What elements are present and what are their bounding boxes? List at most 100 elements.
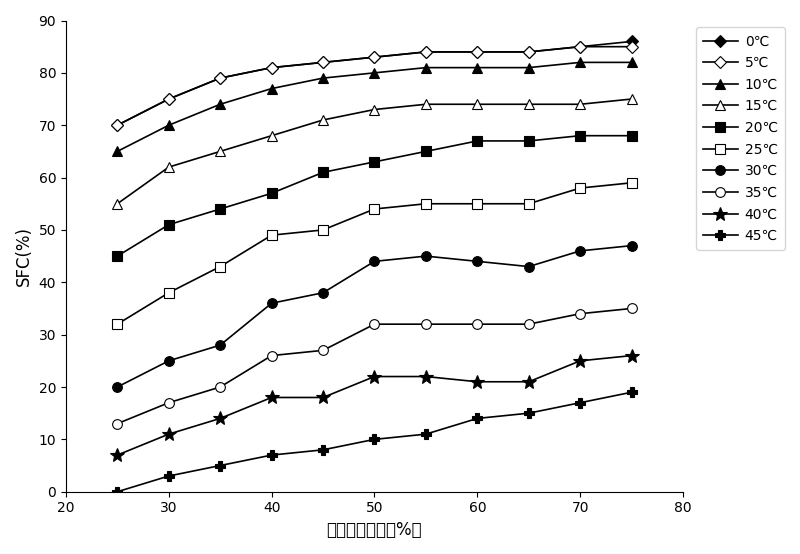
Line: 30℃: 30℃ [113,241,637,392]
45℃ [318,447,328,453]
40℃ [473,378,482,385]
Line: 10℃: 10℃ [113,58,637,156]
45℃ [370,436,379,443]
45℃ [524,410,534,417]
0℃ [215,75,225,81]
25℃ [113,321,122,327]
15℃ [575,101,585,107]
20℃ [370,158,379,165]
25℃ [215,263,225,270]
45℃ [164,473,174,479]
30℃ [267,300,277,306]
15℃ [215,148,225,155]
30℃ [370,258,379,265]
20℃ [267,190,277,197]
35℃ [575,310,585,317]
5℃ [113,122,122,129]
40℃ [575,357,585,364]
30℃ [524,263,534,270]
20℃ [113,253,122,259]
0℃ [627,38,637,45]
10℃ [164,122,174,129]
20℃ [164,222,174,228]
Line: 35℃: 35℃ [113,304,637,428]
Line: 45℃: 45℃ [113,387,637,496]
15℃ [473,101,482,107]
0℃ [421,49,430,55]
Line: 15℃: 15℃ [113,94,637,209]
20℃ [524,137,534,144]
Line: 40℃: 40℃ [110,348,638,462]
40℃ [267,394,277,401]
30℃ [215,342,225,348]
30℃ [164,357,174,364]
35℃ [318,347,328,353]
25℃ [575,184,585,191]
20℃ [627,132,637,139]
30℃ [421,253,430,259]
25℃ [473,201,482,207]
10℃ [215,101,225,107]
10℃ [318,75,328,81]
40℃ [524,378,534,385]
25℃ [164,289,174,296]
20℃ [215,206,225,212]
20℃ [575,132,585,139]
10℃ [267,85,277,92]
0℃ [113,122,122,129]
30℃ [318,289,328,296]
40℃ [113,452,122,458]
35℃ [473,321,482,327]
15℃ [421,101,430,107]
0℃ [318,59,328,66]
5℃ [421,49,430,55]
20℃ [421,148,430,155]
40℃ [164,431,174,438]
0℃ [473,49,482,55]
45℃ [473,415,482,422]
35℃ [113,420,122,427]
X-axis label: 棕榄硬脂含量（%）: 棕榄硬脂含量（%） [326,521,422,539]
40℃ [215,415,225,422]
40℃ [421,373,430,380]
0℃ [164,96,174,102]
45℃ [421,431,430,438]
10℃ [473,64,482,71]
30℃ [113,384,122,391]
25℃ [524,201,534,207]
15℃ [113,201,122,207]
10℃ [627,59,637,66]
35℃ [164,399,174,406]
5℃ [370,54,379,60]
10℃ [370,70,379,76]
40℃ [627,352,637,359]
35℃ [267,352,277,359]
20℃ [318,169,328,176]
30℃ [575,248,585,254]
10℃ [575,59,585,66]
Y-axis label: SFC(%): SFC(%) [15,226,33,286]
45℃ [113,489,122,495]
5℃ [524,49,534,55]
0℃ [267,64,277,71]
0℃ [575,43,585,50]
35℃ [215,384,225,391]
40℃ [370,373,379,380]
5℃ [215,75,225,81]
15℃ [318,117,328,124]
15℃ [164,164,174,171]
15℃ [267,132,277,139]
5℃ [627,43,637,50]
5℃ [267,64,277,71]
5℃ [318,59,328,66]
0℃ [370,54,379,60]
45℃ [627,389,637,396]
25℃ [421,201,430,207]
5℃ [575,43,585,50]
10℃ [421,64,430,71]
0℃ [524,49,534,55]
45℃ [215,462,225,469]
5℃ [473,49,482,55]
20℃ [473,137,482,144]
45℃ [575,399,585,406]
